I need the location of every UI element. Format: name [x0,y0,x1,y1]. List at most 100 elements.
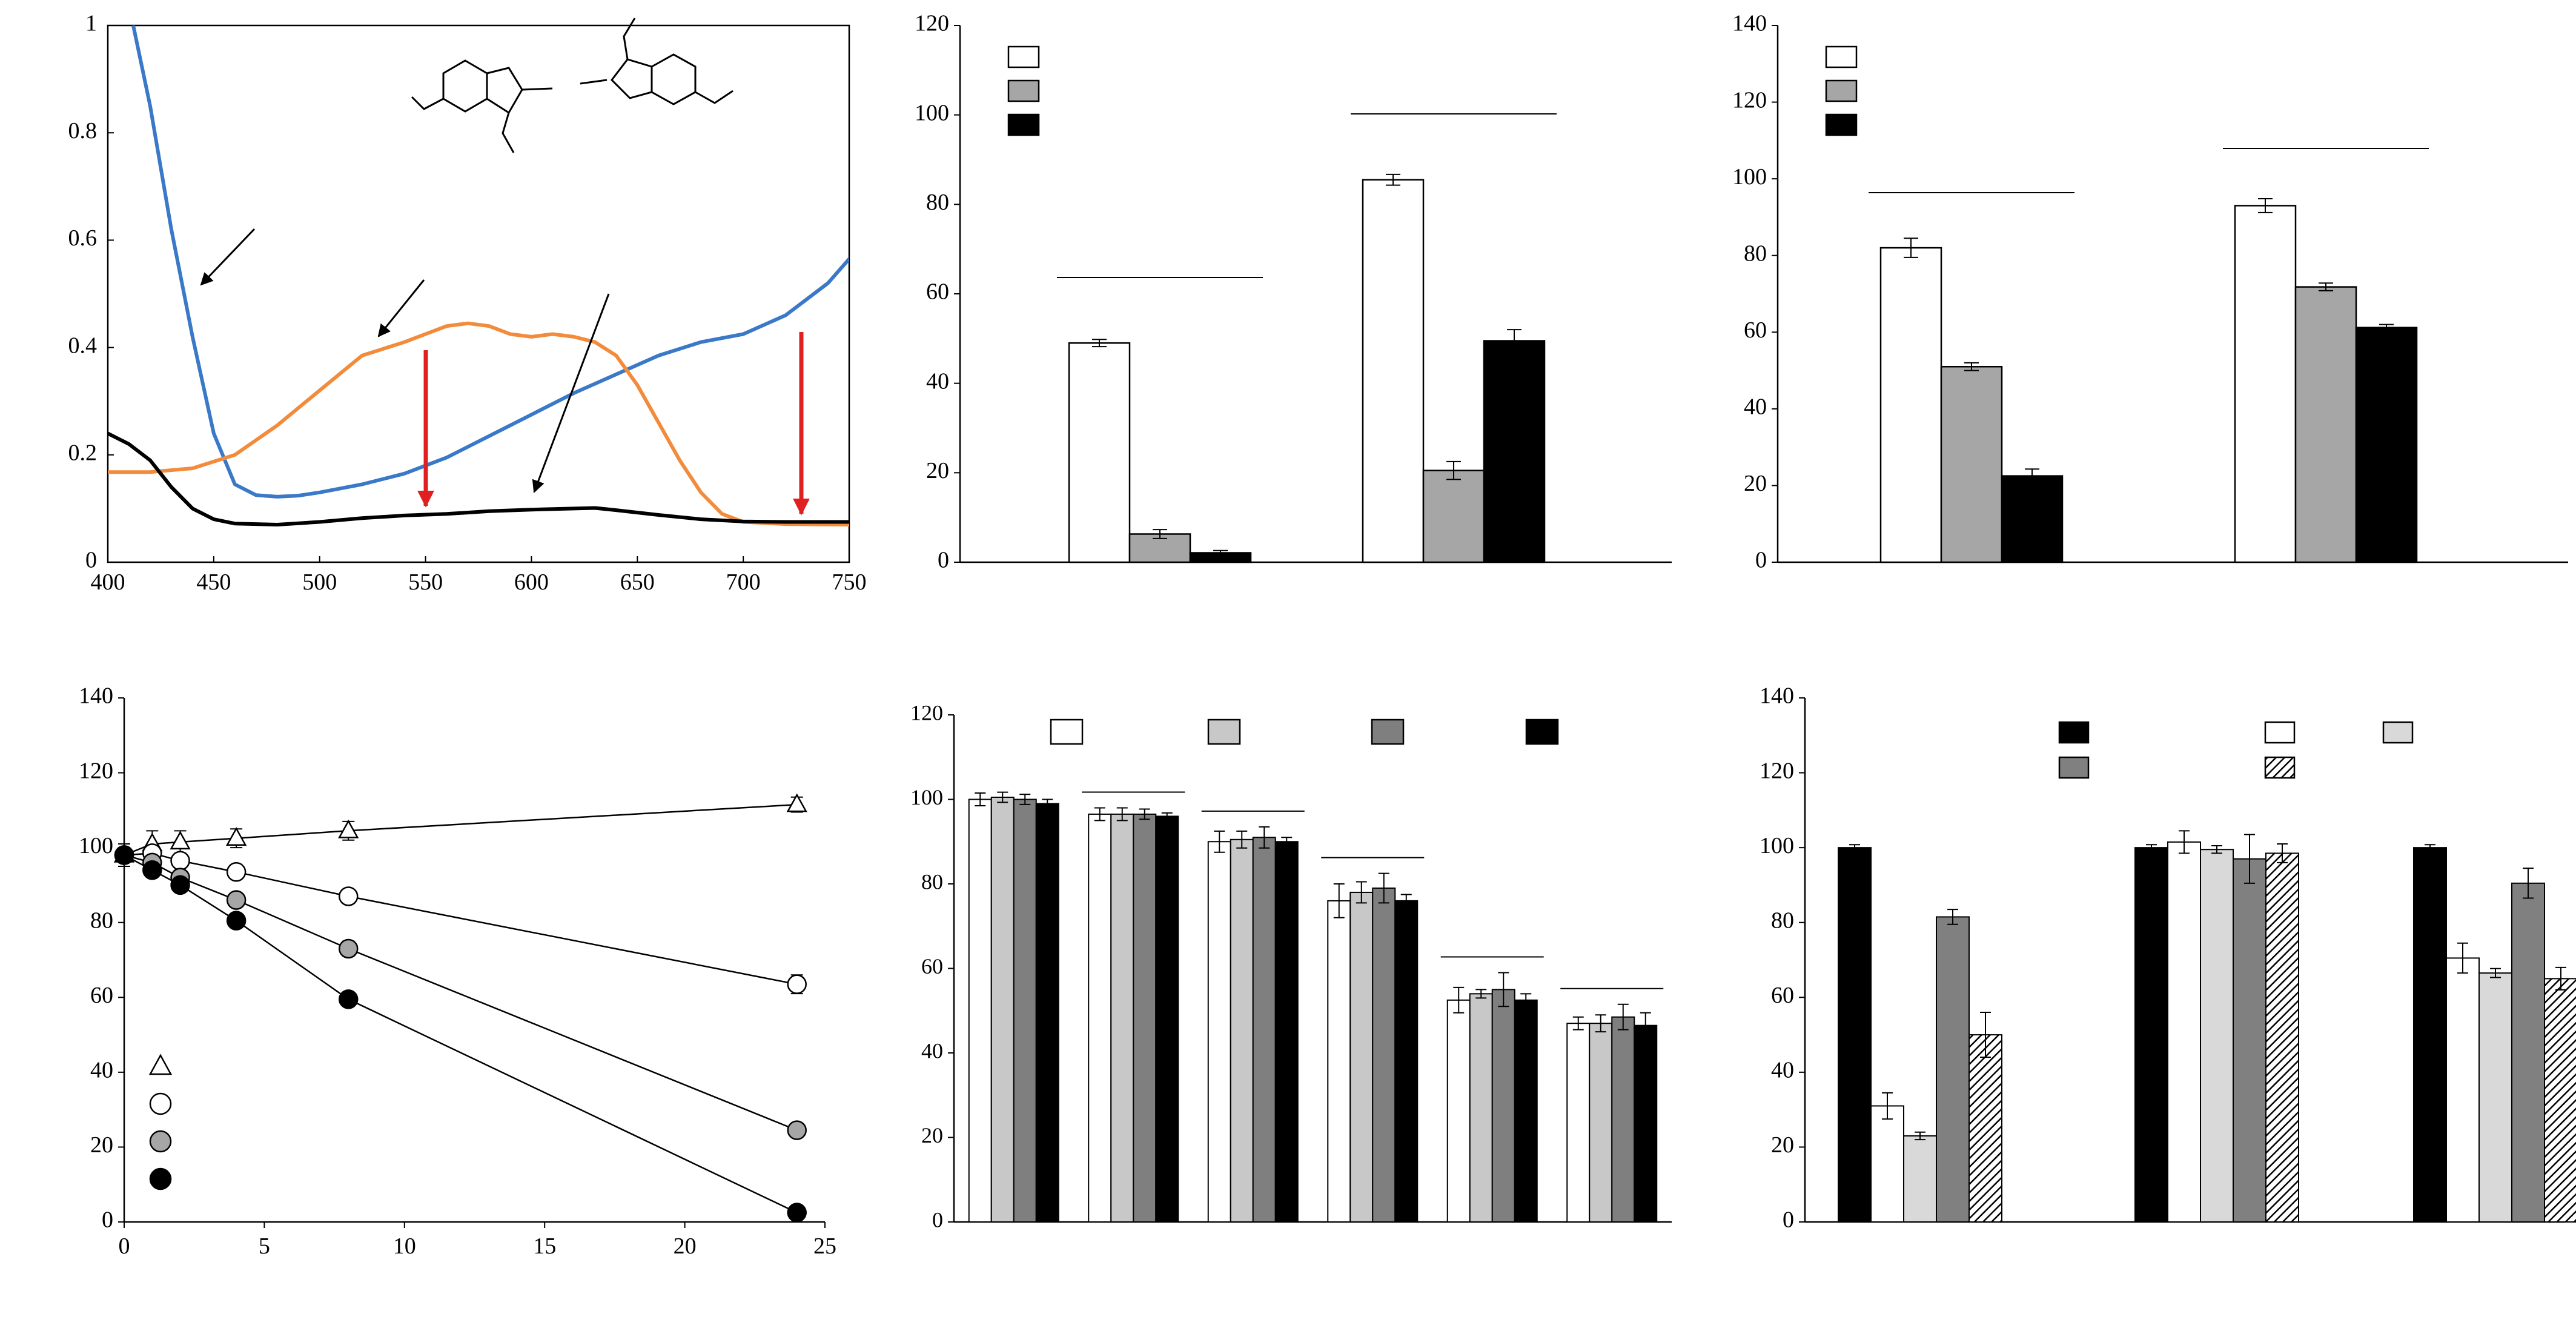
legend-swatch [2264,721,2296,744]
bar-4-0 [1446,999,1471,1223]
data-point [226,911,247,931]
panel-c: 0 20 40 60 80 100 120 140 [1732,11,2568,573]
bar-2-1 [1230,838,1254,1223]
y-tick-label: 40 [90,1058,113,1083]
bar-0-2 [1903,1135,1937,1223]
legend-swatch [2058,721,2090,744]
series-line-0 [124,803,797,856]
y-tick-label: 20 [1771,1132,1794,1158]
y-tick-label: 0 [1783,1207,1794,1233]
x-tick-label: 450 [196,569,231,595]
y-tick-label: 40 [926,368,949,394]
bar-4-3 [1514,999,1538,1223]
data-point [787,1120,807,1140]
data-point [338,819,359,838]
y-tick-label: 0 [938,548,949,573]
bar-5-0 [1566,1023,1591,1223]
y-tick-label: 0 [1755,548,1767,573]
y-tick-label: 120 [1732,87,1767,113]
y-tick-label: 40 [1771,1058,1794,1083]
annotation-arrow [532,293,610,493]
y-tick-label: 60 [90,983,113,1008]
y-tick-label: 0 [102,1207,113,1233]
y-tick-label: 80 [1744,241,1767,266]
bar-0-1 [990,797,1015,1223]
x-tick-label: 750 [832,569,867,595]
data-point [787,974,807,994]
thiazole-ring-left [486,67,523,115]
y-tick-label: 60 [921,954,943,978]
y-tick-label: 120 [915,11,949,36]
legend-swatch [1207,719,1241,745]
thiazole-ring-right [611,58,653,99]
bar-0-0 [1068,342,1131,563]
y-tick-label: 60 [1771,983,1794,1008]
legend-swatch [1825,45,1858,68]
ethyl-right [623,18,636,60]
y-tick-label: 80 [90,908,113,933]
panel-f: 0 20 40 60 80 100 120 140 [1760,683,2576,1233]
x-tick-label: 0 [119,1233,130,1259]
data-point [338,886,359,906]
legend-swatch [1007,79,1040,102]
y-tick-label: 0 [85,548,97,573]
bar-1-2 [2355,327,2418,563]
data-point [170,831,191,850]
bar-3-2 [1372,887,1396,1223]
bar-0-0 [1838,847,1872,1223]
legend-swatch [1007,45,1040,68]
x-tick-label: 5 [259,1233,270,1259]
series-line-2 [124,854,798,1131]
x-tick-label: 25 [813,1233,836,1259]
y-tick-label: 0.8 [68,118,98,144]
ethyl-left [502,112,515,153]
y-tick-label: 140 [1760,683,1794,709]
legend-swatch [2058,756,2090,779]
y-tick-label: 1 [85,11,97,36]
y-tick-label: 140 [1732,11,1767,36]
bar-3-3 [1394,900,1419,1223]
bar-1-1 [1110,813,1134,1223]
abts-structure [411,18,733,153]
y-tick-label: 120 [910,700,943,725]
data-point [225,827,247,846]
bar-3-1 [1349,891,1374,1223]
x-tick-label: 15 [533,1233,556,1259]
bar-1-2 [1133,813,1157,1223]
x-tick-label: 20 [674,1233,697,1259]
series-line-1 [108,321,849,526]
y-tick-label: 20 [1744,471,1767,496]
bar-2-2 [1252,837,1276,1223]
benzene-ring-right [651,53,697,105]
y-tick-label: 80 [921,869,943,894]
bar-1-1 [2294,286,2357,563]
bar-1-1 [2167,841,2201,1223]
x-tick-label: 600 [514,569,549,595]
legend-marker [149,1167,172,1190]
legend-swatch [1007,113,1040,136]
bar-2-0 [2413,847,2447,1223]
bar-2-1 [2446,957,2480,1223]
data-point [338,989,359,1009]
legend-swatch [2264,756,2296,779]
data-point [338,938,359,959]
y-tick-label: 120 [79,758,113,783]
y-tick-label: 0.2 [68,440,98,466]
bar-0-4 [1968,1034,2002,1223]
bar-1-0 [1362,179,1425,563]
bar-2-4 [2544,978,2576,1223]
legend-swatch [1371,719,1405,745]
bar-3-0 [1327,900,1351,1223]
y-tick-label: 20 [921,1123,943,1147]
y-tick-label: 100 [1732,164,1767,190]
bar-4-1 [1469,993,1493,1223]
legend-marker [149,1130,172,1153]
bar-0-1 [1870,1105,1904,1223]
data-point [170,875,190,895]
legend-swatch [1825,79,1858,102]
bar-1-1 [1422,470,1485,563]
azine-bond [580,79,608,85]
y-tick-label: 100 [79,833,113,858]
legend-swatch [1525,719,1559,745]
